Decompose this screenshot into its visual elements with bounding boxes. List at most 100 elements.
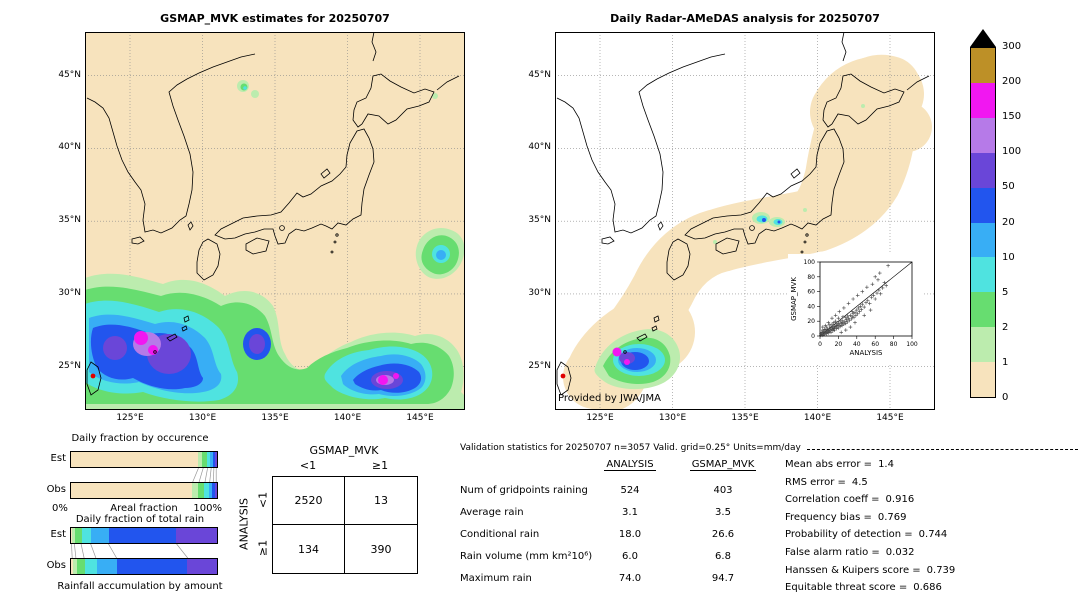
lat-tick-label: 45°N	[58, 69, 81, 80]
lat-tick-label: 40°N	[58, 142, 81, 153]
svg-text:20: 20	[807, 318, 815, 325]
score-line: Correlation coeff = 0.916	[785, 494, 915, 506]
contingency-row-axis: ANALYSIS	[237, 498, 251, 550]
colorbar-segment	[971, 362, 995, 398]
colorbar-level-label: 2	[1002, 321, 1009, 333]
contingency-block: GSMAP_MVK <1 ≥1 2520 13 134 390 ANALYSIS…	[230, 444, 430, 594]
bar-segment	[73, 559, 77, 574]
contingency-col-axis: GSMAP_MVK	[309, 444, 379, 457]
map-border	[85, 32, 465, 410]
svg-text:60: 60	[807, 289, 815, 296]
bar-segment	[71, 483, 193, 498]
areal-fraction-label: Areal fraction	[110, 503, 178, 514]
bar-segment	[198, 483, 205, 498]
inset-scatter-plot: 00 20 20 40 40 60 60 80 80 100 100 ANALYSIS GSMAP_MV…	[790, 259, 918, 357]
colorbar-segment	[971, 222, 995, 258]
svg-text:ANALYSIS: ANALYSIS	[849, 349, 883, 357]
right-map-title: Daily Radar-AMeDAS analysis for 20250707	[610, 12, 880, 25]
bar-segment	[215, 483, 217, 498]
lon-tick-label: 145°E	[406, 413, 434, 423]
left-map: 45°N 40°N 35°N 30°N 25°N 125°E 130°E 135°E 140°E…	[58, 32, 465, 423]
score-line: RMS error = 4.5	[785, 476, 868, 488]
totalrain-connectors	[71, 544, 188, 558]
bar-segment	[116, 559, 188, 574]
totalrain-chart-title: Daily fraction of total rain	[75, 514, 205, 525]
totalrain-obs-bar	[70, 558, 218, 575]
validation-row: Conditional rain 18.0 26.6	[460, 529, 735, 540]
svg-text:20: 20	[835, 341, 843, 348]
colorbar-segment	[971, 327, 995, 363]
contingency-cell-miss: 134	[273, 525, 345, 573]
occurrence-chart-title: Daily fraction by occurence	[71, 433, 209, 444]
occurrence-obs-bar	[70, 482, 218, 499]
bar-segment	[206, 452, 211, 467]
bar-segment	[176, 528, 217, 543]
bar-segment	[212, 452, 216, 467]
lat-tick-label: 25°N	[58, 360, 81, 371]
totalrain-est-label: Est	[50, 529, 66, 540]
bar-segment	[204, 483, 209, 498]
validation-rows: Num of gridpoints raining 524 403 Average r…	[460, 480, 780, 590]
contingency-col-label-lt1: <1	[299, 459, 317, 472]
colorbar-level-label: 300	[1002, 41, 1022, 52]
colorbar-level-label: 1	[1002, 356, 1009, 368]
bar-segment	[210, 452, 213, 467]
score-line: Hanssen & Kuipers score = 0.739	[785, 564, 956, 576]
contingency-row-label-lt1: <1	[256, 491, 270, 509]
lon-tick-label: 125°E	[116, 413, 144, 423]
totalrain-obs-label: Obs	[46, 560, 66, 571]
svg-text:100: 100	[906, 341, 918, 348]
validation-row: Average rain 3.1 3.5	[460, 507, 731, 518]
score-line: Equitable threat score = 0.686	[785, 582, 942, 594]
svg-text:80: 80	[807, 274, 815, 281]
coastlines	[556, 32, 930, 396]
bar-segment	[96, 559, 117, 574]
svg-text:60: 60	[871, 341, 879, 348]
lon-tick-label: 135°E	[731, 413, 759, 423]
bar-segment	[81, 528, 92, 543]
colorbar-segment	[971, 187, 995, 223]
colorbar-level-label: 200	[1002, 76, 1022, 88]
colorbar-segment	[971, 257, 995, 293]
svg-text:0: 0	[818, 341, 822, 348]
credit: Provided by JWA/JMA	[558, 393, 661, 404]
dashed-rule	[806, 449, 1078, 450]
colorbar-level-label: 50	[1002, 181, 1015, 193]
lon-tick-label: 125°E	[586, 413, 614, 423]
bar-segment	[75, 528, 82, 543]
colorbar-level-label: 10	[1002, 251, 1015, 263]
precipitation-field	[85, 80, 465, 410]
colorbar-segment	[971, 292, 995, 328]
colorbar-level-label: 100	[1002, 146, 1022, 158]
bar-segment	[212, 483, 216, 498]
bar-segment	[84, 559, 97, 574]
areal-fraction-0: 0%	[52, 503, 68, 514]
totalrain-caption: Rainfall accumulation by amount	[57, 581, 223, 592]
colorbar-level-label: 0	[1002, 392, 1009, 403]
svg-text:40: 40	[807, 303, 815, 310]
colorbar-segment	[971, 82, 995, 118]
areal-fraction-100: 100%	[193, 503, 222, 514]
skill-scores: Mean abs error = 1.4 RMS error = 4.5 Correla…	[785, 456, 955, 597]
lon-tick-label: 140°E	[333, 413, 362, 423]
occurrence-est-bar	[70, 451, 218, 468]
bar-segment	[187, 559, 217, 574]
left-map-canvas	[85, 32, 465, 410]
bar-segment	[215, 452, 217, 467]
bar-segment	[108, 528, 177, 543]
lat-tick-label: 30°N	[528, 287, 551, 298]
colorbar-labels: 300 200 150 100 50 20 10 5 2 1 0	[1002, 41, 1042, 407]
contingency-table: 2520 13 134 390	[272, 476, 418, 574]
analysis-column-header: ANALYSIS	[604, 459, 656, 471]
bar-segment	[202, 452, 207, 467]
score-line: Frequency bias = 0.769	[785, 511, 907, 523]
occurrence-connectors	[192, 468, 217, 482]
colorbar-segment	[971, 117, 995, 153]
station-marker	[90, 373, 96, 379]
occurrence-est-label: Est	[50, 453, 66, 464]
svg-text:40: 40	[853, 341, 861, 348]
bar-segment	[208, 483, 213, 498]
colorbar-level-label: 20	[1002, 216, 1015, 228]
bar-segment	[72, 528, 76, 543]
precipitation-field	[594, 104, 865, 390]
